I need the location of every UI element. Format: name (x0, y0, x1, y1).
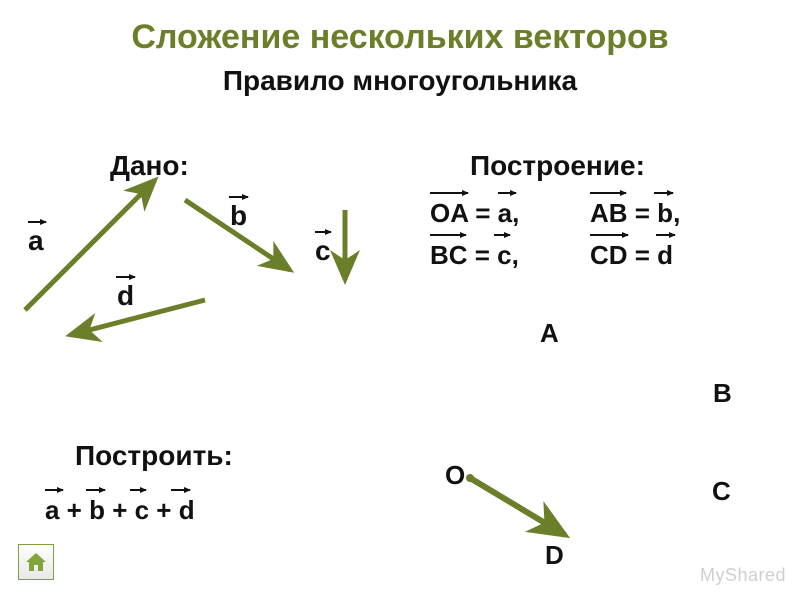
over-arrow-icon (590, 192, 626, 194)
vector-d (70, 300, 205, 335)
eq-ab: AB = b, (590, 198, 680, 229)
over-arrow-icon (116, 276, 135, 278)
over-arrow-icon (86, 489, 105, 491)
vec-label-b: b (230, 200, 247, 232)
over-arrow-icon (654, 192, 673, 194)
point-label-B: B (713, 378, 732, 409)
label-construction: Построение: (470, 150, 645, 182)
over-arrow-icon (498, 192, 516, 194)
home-button[interactable] (18, 544, 54, 580)
result-vector-OD (470, 478, 565, 535)
vector-a (25, 180, 155, 310)
point-label-C: C (712, 476, 731, 507)
page-title: Сложение нескольких векторов (0, 0, 800, 57)
eq-cd: CD = d (590, 240, 673, 271)
label-construct: Построить: (75, 440, 233, 472)
eq-bc: BC = c, (430, 240, 519, 271)
over-arrow-icon (656, 234, 675, 236)
vec-label-d: d (117, 280, 134, 312)
over-arrow-icon (45, 489, 63, 491)
over-arrow-icon (130, 489, 146, 491)
over-arrow-icon (229, 196, 248, 198)
over-arrow-icon (28, 221, 46, 223)
vec-label-a: a (28, 225, 44, 257)
page-subtitle: Правило многоугольника (0, 65, 800, 97)
point-O-dot (466, 474, 474, 482)
home-icon (23, 549, 49, 575)
over-arrow-icon (494, 234, 510, 236)
point-label-A: A (540, 318, 559, 349)
over-arrow-icon (430, 234, 466, 236)
over-arrow-icon (171, 489, 190, 491)
point-label-O: O (445, 460, 465, 491)
eq-oa: OA = a, (430, 198, 519, 229)
point-label-D: D (545, 540, 564, 571)
watermark: MyShared (700, 565, 786, 586)
label-given: Дано: (110, 150, 189, 182)
over-arrow-icon (590, 234, 628, 236)
over-arrow-icon (430, 192, 468, 194)
vec-label-c: c (315, 235, 331, 267)
sum-expression: a + b + c + d (45, 495, 195, 526)
over-arrow-icon (315, 231, 331, 233)
